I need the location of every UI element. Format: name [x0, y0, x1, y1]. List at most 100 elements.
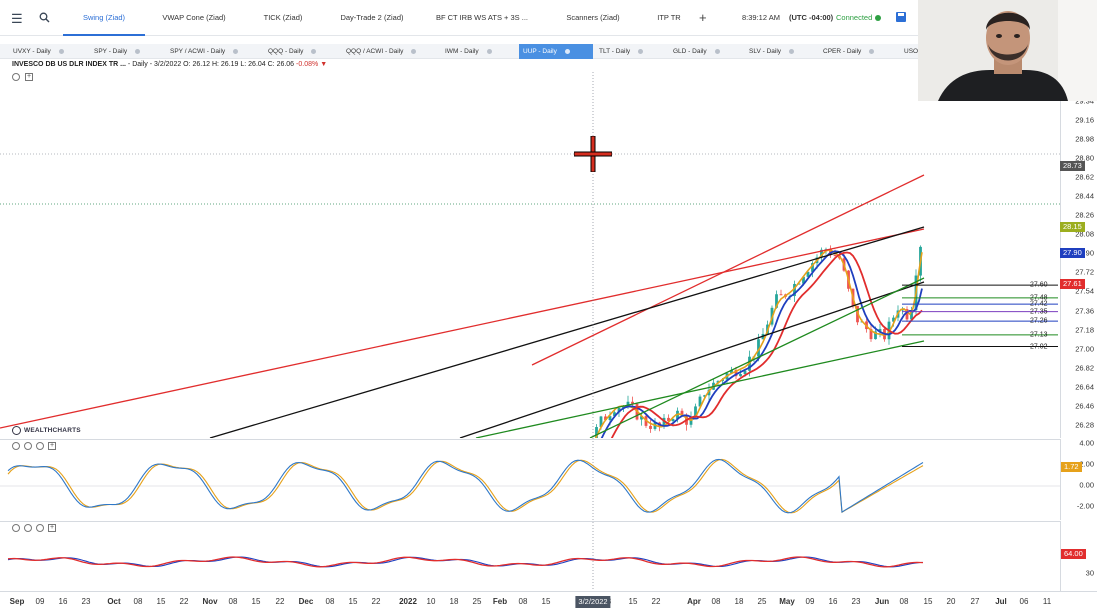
price-chart-pane[interactable]	[0, 72, 1060, 438]
price-axis-label: 29.34	[1075, 96, 1094, 106]
time-axis-label: 23	[851, 597, 861, 606]
close-icon[interactable]	[564, 48, 570, 54]
chart-tab-qqq[interactable]: QQQ - Daily	[264, 44, 340, 59]
oscillator-pane[interactable]	[0, 439, 1060, 520]
time-axis-label: 15	[251, 597, 261, 606]
visibility-icon[interactable]	[12, 73, 20, 81]
trendline-red-long[interactable]	[0, 228, 925, 429]
chart-tab-gld[interactable]: GLD - Daily	[669, 44, 743, 59]
chart-tab-cper[interactable]: CPER - Daily	[819, 44, 899, 59]
symbol-name[interactable]: INVESCO DB US DLR INDEX TR ...	[12, 61, 126, 68]
chart-tab-spy-acwi[interactable]: SPY / ACWI - Daily	[166, 44, 262, 59]
workspace-tab-day-trade-2[interactable]: Day-Trade 2 (Ziad)	[340, 13, 404, 22]
oscillator-main-line	[7, 458, 924, 514]
time-axis-label: 16	[58, 597, 68, 606]
close-icon[interactable]	[486, 48, 492, 54]
close-icon[interactable]	[58, 48, 64, 54]
price-axis-label: 28.08	[1075, 229, 1094, 239]
candle	[757, 339, 760, 357]
candle	[806, 271, 810, 277]
chart-tab-uup[interactable]: UUP - Daily	[519, 44, 593, 59]
trendline-black-upper[interactable]	[209, 226, 925, 438]
crosshair-cursor-icon	[574, 136, 612, 172]
time-axis-label: May	[779, 597, 795, 606]
candle	[707, 389, 711, 396]
time-axis-label: 10	[426, 597, 436, 606]
close-icon[interactable]	[311, 48, 317, 54]
down-arrow-icon: ▼	[320, 61, 328, 68]
time-axis-label: 15	[156, 597, 166, 606]
chart-tab-label: SLV - Daily	[749, 48, 782, 55]
close-icon[interactable]	[411, 48, 417, 54]
momentum-canvas[interactable]	[0, 522, 1060, 591]
workspace-tab-scanners[interactable]: Scanners (Ziad)	[566, 13, 620, 22]
expand-pane-icon[interactable]: +	[48, 524, 56, 532]
oscillator-canvas[interactable]	[0, 440, 1060, 520]
close-icon[interactable]	[638, 48, 644, 54]
chart-tab-qqq-acwi[interactable]: QQQ / ACWI - Daily	[342, 44, 440, 59]
workspace-tab-swing[interactable]: Swing (Ziad)	[63, 0, 145, 36]
candle	[775, 294, 778, 308]
trendline-red-channel[interactable]	[531, 174, 925, 366]
oscillator-axis[interactable]: 4.00 2.00 0.00 -2.00 1.72	[1060, 439, 1097, 520]
chart-tab-uso[interactable]: USO	[904, 48, 919, 55]
trendline-black-lower[interactable]	[459, 281, 925, 438]
chart-tab-tlt[interactable]: TLT - Daily	[595, 44, 667, 59]
time-axis-label: 15	[628, 597, 638, 606]
candle	[910, 310, 913, 320]
search-icon[interactable]	[39, 11, 50, 26]
chart-tab-uvxy[interactable]: UVXY - Daily	[9, 44, 85, 59]
candle	[793, 283, 796, 297]
chart-tab-slv[interactable]: SLV - Daily	[745, 44, 817, 59]
close-icon[interactable]	[135, 48, 141, 54]
add-workspace-button[interactable]: +	[699, 10, 707, 25]
candle	[698, 396, 702, 407]
hamburger-icon[interactable]: ☰	[11, 11, 23, 26]
timezone-label[interactable]: (UTC -04:00)	[789, 13, 834, 22]
momentum-axis[interactable]: 30 64.00	[1060, 521, 1097, 591]
time-axis[interactable]: Sep 09 16 23 Oct 08 15 22 Nov 08 15 22 Dec 08 15 22 2022…	[0, 591, 1097, 615]
time-axis-label: Sep	[9, 597, 25, 606]
price-axis-label: 28.62	[1075, 172, 1094, 182]
close-icon[interactable]	[714, 48, 720, 54]
candle	[680, 410, 684, 416]
trendline-green-lower[interactable]	[475, 340, 925, 438]
close-icon[interactable]	[36, 442, 44, 450]
time-axis-label: Apr	[687, 597, 701, 606]
workspace-tab-vwap-cone[interactable]: VWAP Cone (Ziad)	[162, 13, 226, 22]
workspace-tab-itp-tr[interactable]: ITP TR	[657, 13, 681, 22]
price-chart-canvas[interactable]	[0, 72, 1060, 438]
candle	[739, 373, 742, 377]
time-axis-label: Jun	[874, 597, 890, 606]
candle	[743, 370, 747, 374]
settings-icon[interactable]	[24, 442, 32, 450]
price-axis-label: 27.00	[1075, 344, 1094, 354]
visibility-icon[interactable]	[12, 524, 20, 532]
candle	[820, 249, 823, 258]
chart-tab-spy[interactable]: SPY - Daily	[90, 44, 166, 59]
close-icon[interactable]	[36, 524, 44, 532]
visibility-icon[interactable]	[12, 442, 20, 450]
close-icon[interactable]	[869, 48, 875, 54]
candle	[649, 425, 652, 429]
save-icon[interactable]	[896, 12, 906, 22]
ohlc-readout: - Daily - 3/2/2022 O: 26.12 H: 26.19 L: …	[127, 61, 295, 68]
candle	[797, 283, 801, 285]
candle	[779, 294, 783, 296]
chart-tab-iwm[interactable]: IWM - Daily	[441, 44, 519, 59]
workspace-tab-bf-ct-irb[interactable]: BF CT IRB WS ATS + 3S ...	[435, 13, 529, 22]
trendline-green-upper[interactable]	[589, 277, 925, 438]
candle	[878, 328, 882, 332]
settings-icon[interactable]	[24, 524, 32, 532]
price-axis-label: 27.72	[1075, 267, 1094, 277]
time-axis-label: Oct	[107, 597, 121, 606]
workspace-tab-tick[interactable]: TICK (Ziad)	[263, 13, 303, 22]
time-axis-label: 08	[518, 597, 528, 606]
momentum-pane[interactable]	[0, 521, 1060, 591]
expand-pane-icon[interactable]: +	[48, 442, 56, 450]
expand-pane-icon[interactable]: +	[25, 73, 33, 81]
close-icon[interactable]	[233, 48, 239, 54]
close-icon[interactable]	[789, 48, 795, 54]
candle	[671, 419, 675, 422]
time-axis-label: Nov	[202, 597, 218, 606]
